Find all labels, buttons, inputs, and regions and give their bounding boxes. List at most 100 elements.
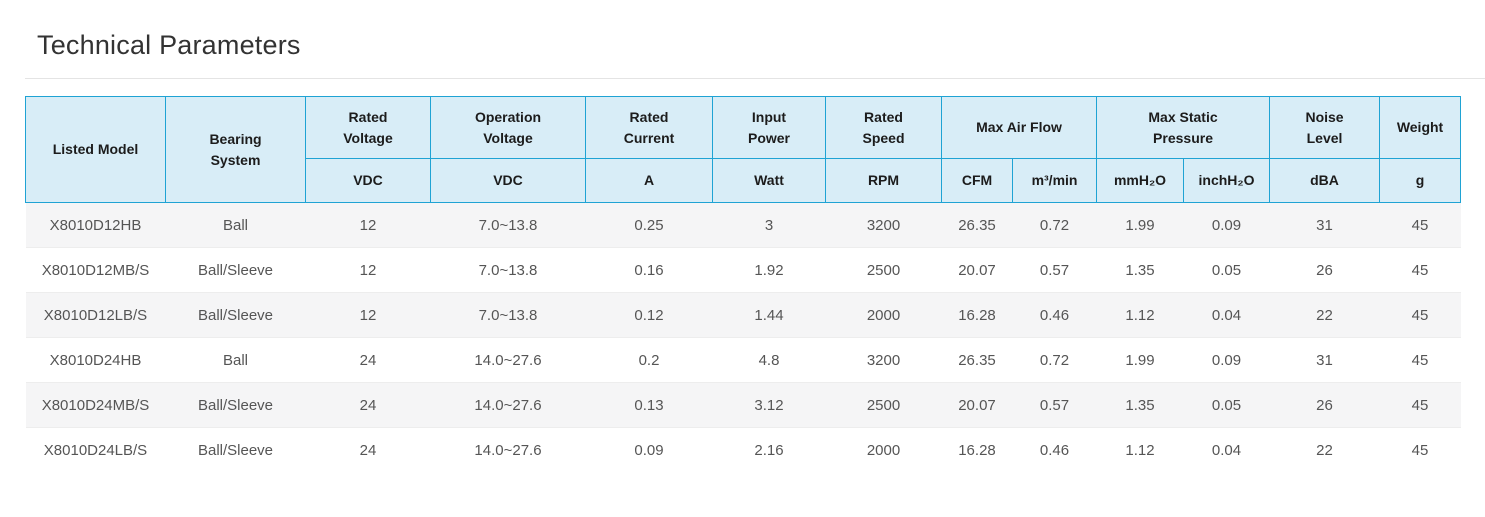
- cell-bearing: Ball/Sleeve: [197, 441, 274, 459]
- cell-model: X8010D24HB: [25, 337, 166, 383]
- cell-pressure-mmh2o: 1.12: [1125, 441, 1155, 459]
- cell-pressure-mmh2o: 1.12: [1096, 292, 1184, 338]
- cell-airflow-cfm: 26.35: [941, 202, 1013, 248]
- cell-model: X8010D24MB/S: [25, 382, 166, 428]
- header-cell-noise-level: Noise Level: [1269, 96, 1381, 159]
- header-cell-max-static-pressure: Max Static Pressure: [1096, 96, 1271, 159]
- cell-model: X8010D12HB: [25, 202, 166, 248]
- cell-rated-current: 0.25: [585, 202, 713, 248]
- cell-input-power: 3.12: [712, 382, 826, 428]
- cell-rated-current: 0.12: [585, 292, 713, 338]
- unit-cell-air-flow-m3min: m³/min: [1011, 158, 1098, 203]
- technical-parameters-table: Listed Model Bearing System Rated Voltag…: [25, 96, 1462, 473]
- cell-pressure-mmh2o: 1.35: [1096, 247, 1184, 293]
- cell-rated-voltage: 12: [305, 247, 431, 293]
- cell-rated-speed: 3200: [825, 337, 942, 383]
- cell-bearing: Ball: [165, 337, 306, 383]
- cell-rated-voltage: 24: [305, 337, 431, 383]
- cell-rated-speed: 2500: [825, 247, 942, 293]
- cell-rated-current: 0.16: [585, 247, 713, 293]
- cell-bearing: Ball/Sleeve: [165, 247, 306, 293]
- cell-input-power: 2.16: [754, 441, 784, 459]
- cell-rated-speed: 2000: [825, 292, 942, 338]
- header-cell-operation-voltage: Operation Voltage: [430, 96, 586, 159]
- cell-operation-voltage: 7.0~13.8: [430, 292, 586, 338]
- cell-bearing: Ball/Sleeve: [165, 292, 306, 338]
- title-divider: [25, 78, 1485, 79]
- cell-airflow-cfm: 20.07: [941, 382, 1013, 428]
- cell-rated-current: 0.09: [634, 441, 664, 459]
- cell-operation-voltage: 14.0~27.6: [430, 382, 586, 428]
- cell-operation-voltage: 14.0~27.6: [430, 337, 586, 383]
- cell-airflow-cfm: 16.28: [958, 441, 996, 459]
- cell-rated-voltage: 24: [305, 382, 431, 428]
- cell-airflow-m3min: 0.57: [1012, 382, 1097, 428]
- cell-noise: 31: [1269, 337, 1380, 383]
- cell-pressure-inchh2o: 0.04: [1211, 441, 1242, 459]
- cell-pressure-mmh2o: 1.35: [1096, 382, 1184, 428]
- cell-noise: 26: [1269, 382, 1380, 428]
- header-cell-listed-model: Listed Model: [25, 96, 166, 203]
- header-cell-rated-voltage: Rated Voltage: [305, 96, 431, 159]
- unit-cell-noise-level: dBA: [1269, 158, 1381, 203]
- unit-cell-rated-speed: RPM: [825, 158, 942, 203]
- cell-operation-voltage: 7.0~13.8: [430, 247, 586, 293]
- cell-model: X8010D12MB/S: [25, 247, 166, 293]
- cell-rated-voltage: 12: [305, 202, 431, 248]
- cell-input-power: 4.8: [712, 337, 826, 383]
- unit-cell-pressure-mmh2o: mmH₂O: [1096, 158, 1185, 203]
- unit-cell-air-flow-cfm: CFM: [941, 158, 1013, 203]
- cell-weight: 45: [1411, 441, 1429, 459]
- cell-weight: 45: [1379, 202, 1461, 248]
- header-group-row: Listed Model Bearing System Rated Voltag…: [25, 96, 1462, 203]
- header-cell-weight: Weight: [1379, 96, 1462, 159]
- cell-bearing: Ball: [165, 202, 306, 248]
- cell-model: X8010D12LB/S: [25, 292, 166, 338]
- cell-weight: 45: [1379, 292, 1461, 338]
- cell-noise: 26: [1269, 247, 1380, 293]
- header-cell-input-power: Input Power: [712, 96, 826, 159]
- cell-input-power: 1.44: [712, 292, 826, 338]
- table-header: Listed Model Bearing System Rated Voltag…: [25, 96, 1462, 203]
- unit-cell-rated-voltage: VDC: [305, 158, 431, 203]
- cell-rated-speed: 3200: [825, 202, 942, 248]
- header-cell-max-air-flow: Max Air Flow: [940, 96, 1098, 159]
- cell-airflow-m3min: 0.72: [1012, 202, 1097, 248]
- header-cell-rated-current: Rated Current: [585, 96, 713, 159]
- table-body: X8010D12HB Ball 12 7.0~13.8 0.25 3 3200 …: [25, 202, 1461, 473]
- cell-rated-voltage: 12: [305, 292, 431, 338]
- unit-cell-operation-voltage: VDC: [430, 158, 586, 203]
- cell-model: X8010D24LB/S: [43, 441, 148, 459]
- cell-noise: 22: [1269, 292, 1380, 338]
- unit-cell-rated-current: A: [585, 158, 713, 203]
- cell-noise: 22: [1316, 441, 1333, 459]
- unit-cell-pressure-inchh2o: inchH₂O: [1183, 158, 1271, 203]
- header-unit-row: VDC VDC A Watt RPM CFM m³/min mmH₂O inch…: [26, 158, 1462, 203]
- cell-pressure-inchh2o: 0.05: [1183, 382, 1270, 428]
- cell-airflow-cfm: 20.07: [941, 247, 1013, 293]
- cell-operation-voltage: 14.0~27.6: [474, 441, 542, 459]
- cell-weight: 45: [1379, 382, 1461, 428]
- table-row: X8010D24LB/S Ball/Sleeve 24 14.0~27.6 0.…: [25, 427, 1461, 473]
- cell-airflow-cfm: 26.35: [941, 337, 1013, 383]
- cell-airflow-m3min: 0.46: [1039, 441, 1070, 459]
- cell-pressure-mmh2o: 1.99: [1096, 202, 1184, 248]
- cell-pressure-inchh2o: 0.04: [1183, 292, 1270, 338]
- cell-pressure-inchh2o: 0.09: [1183, 202, 1270, 248]
- table-row: X8010D12MB/S Ball/Sleeve 12 7.0~13.8 0.1…: [25, 247, 1461, 293]
- table-row: X8010D12LB/S Ball/Sleeve 12 7.0~13.8 0.1…: [25, 292, 1461, 338]
- cell-pressure-inchh2o: 0.09: [1183, 337, 1270, 383]
- cell-airflow-m3min: 0.46: [1012, 292, 1097, 338]
- table-row: X8010D24MB/S Ball/Sleeve 24 14.0~27.6 0.…: [25, 382, 1461, 428]
- cell-weight: 45: [1379, 247, 1461, 293]
- table-row: X8010D24HB Ball 24 14.0~27.6 0.2 4.8 320…: [25, 337, 1461, 383]
- cell-pressure-inchh2o: 0.05: [1183, 247, 1270, 293]
- cell-rated-current: 0.13: [585, 382, 713, 428]
- cell-operation-voltage: 7.0~13.8: [430, 202, 586, 248]
- unit-cell-input-power: Watt: [712, 158, 826, 203]
- cell-noise: 31: [1269, 202, 1380, 248]
- cell-pressure-mmh2o: 1.99: [1096, 337, 1184, 383]
- cell-airflow-cfm: 16.28: [941, 292, 1013, 338]
- cell-input-power: 1.92: [712, 247, 826, 293]
- table-row: X8010D12HB Ball 12 7.0~13.8 0.25 3 3200 …: [25, 202, 1461, 248]
